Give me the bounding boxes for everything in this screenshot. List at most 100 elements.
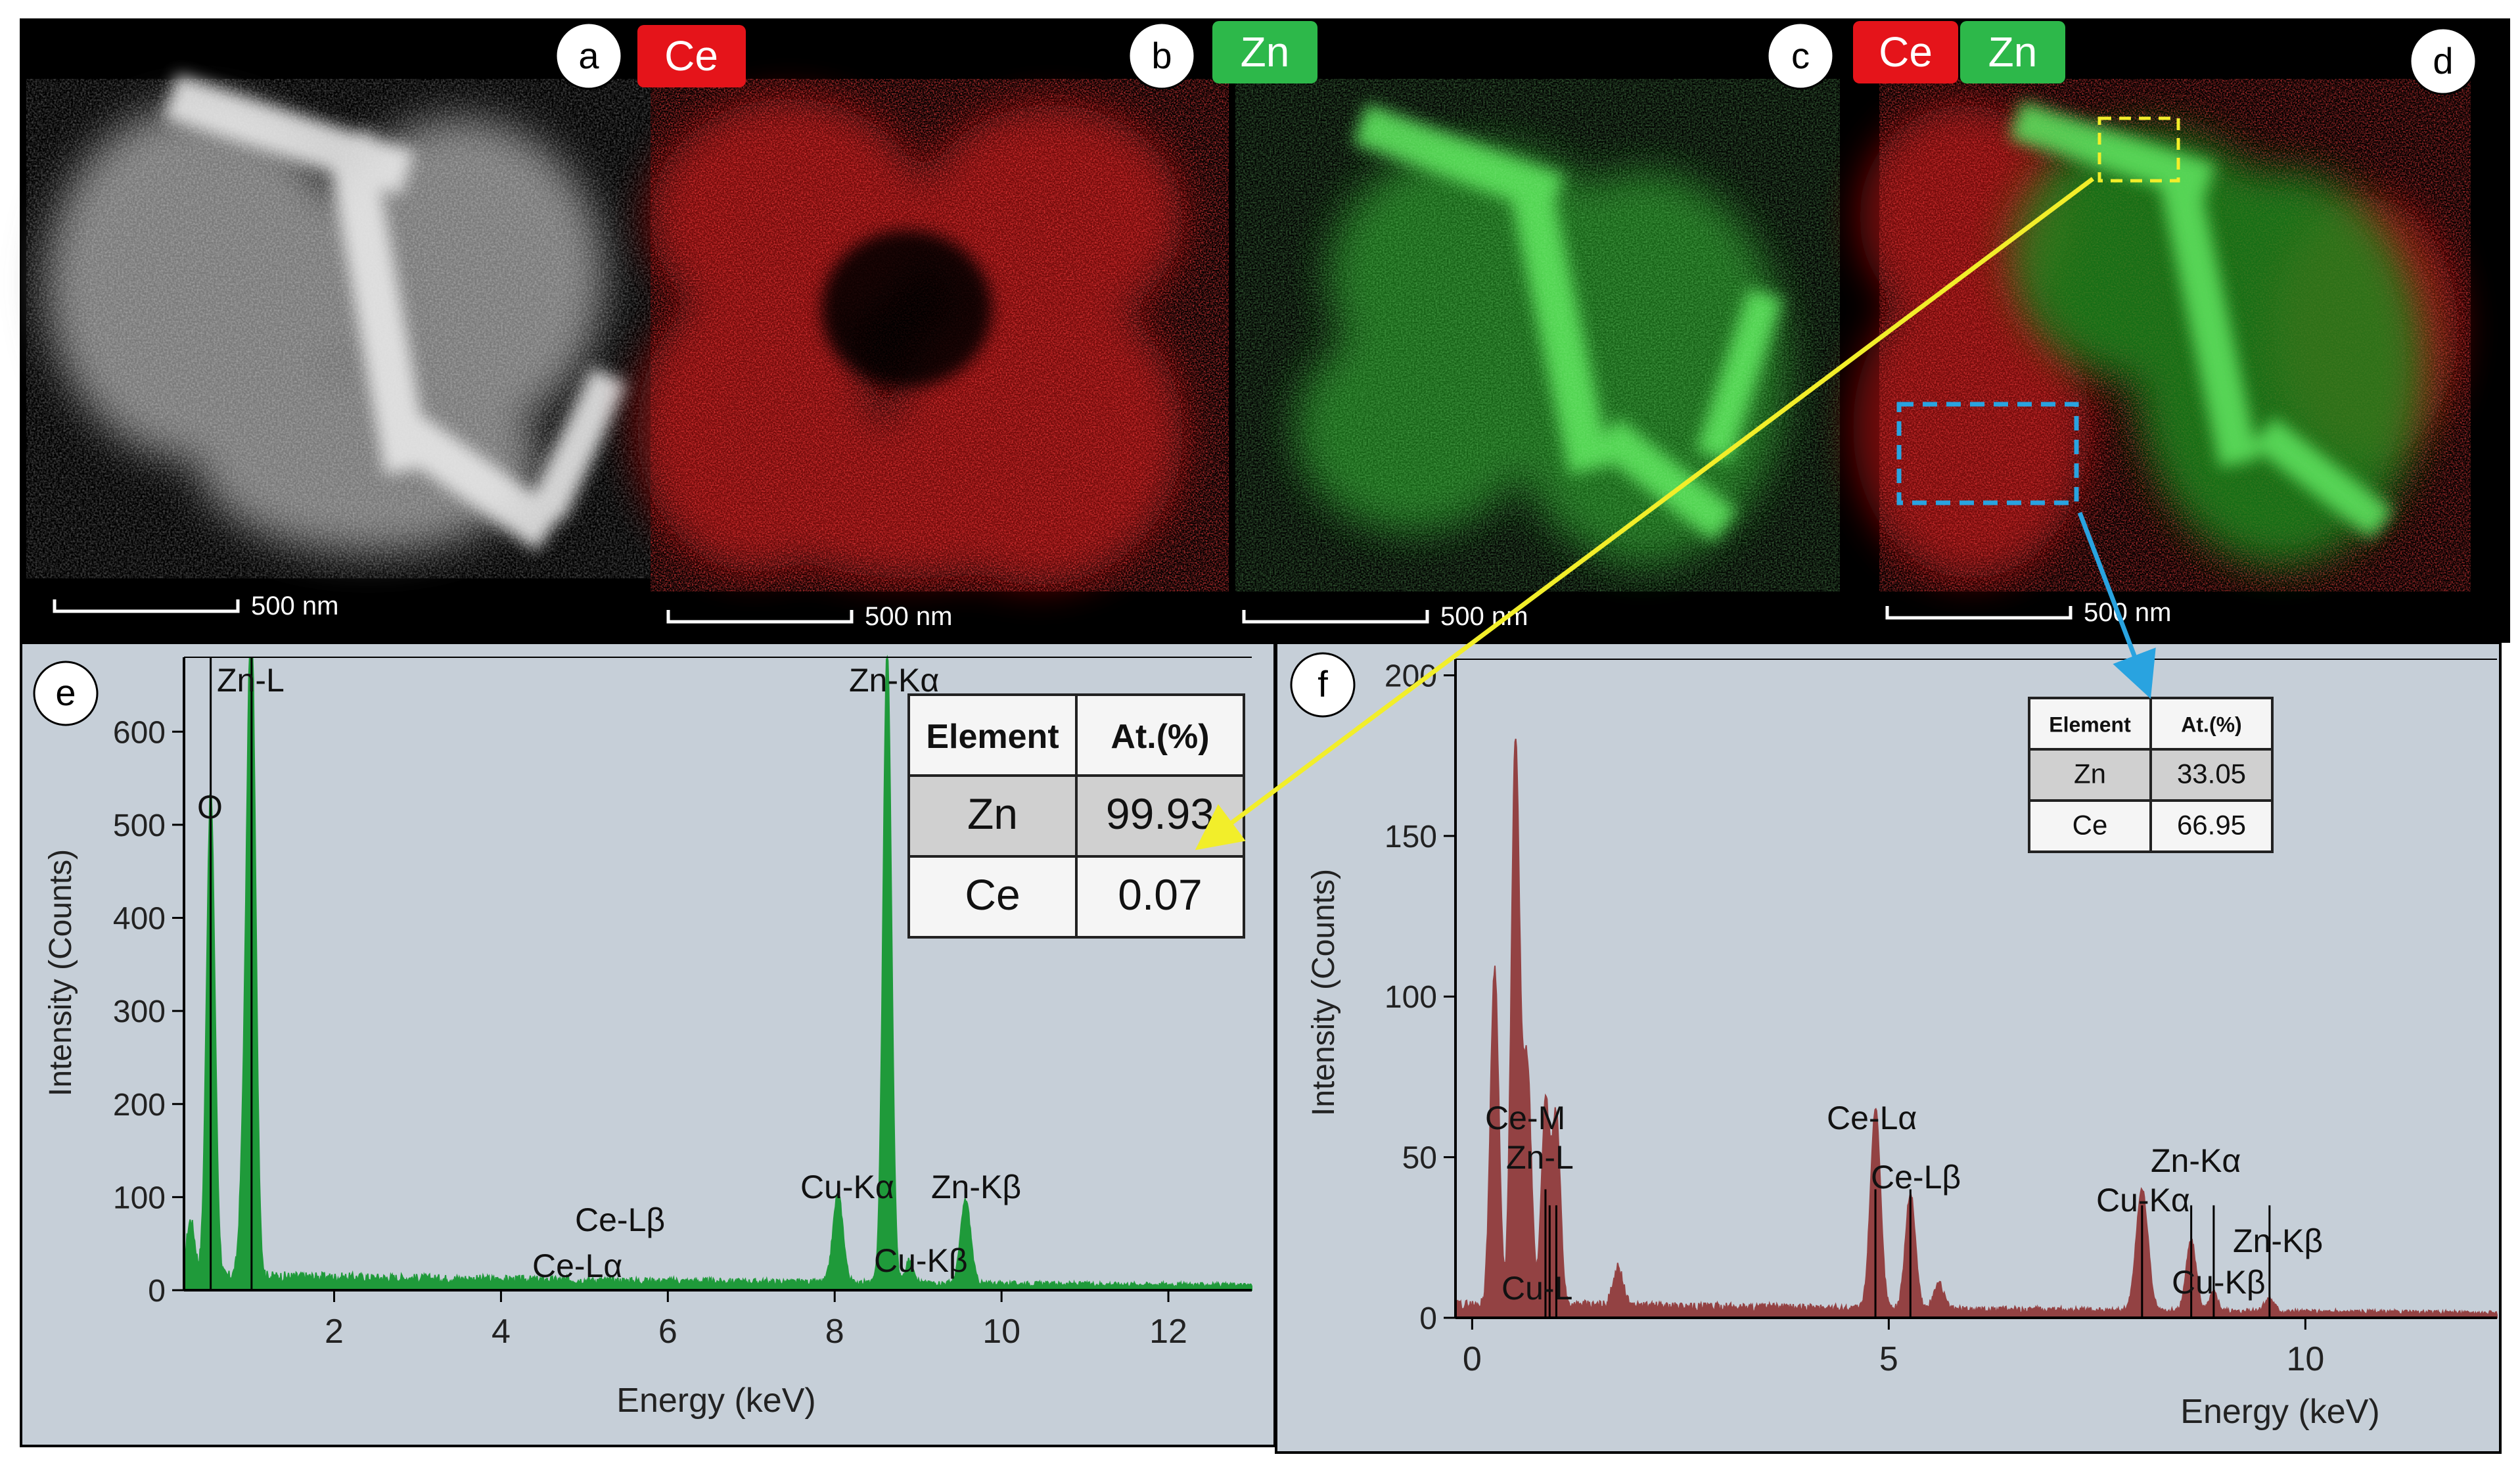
panel-b-ce-map bbox=[637, 79, 1229, 592]
panel-letter-c: c bbox=[1791, 35, 1810, 76]
y-tick-label-e-6: 600 bbox=[113, 715, 166, 750]
panel-letter-a: a bbox=[578, 35, 599, 76]
ce-tag-b bbox=[637, 25, 746, 87]
marker-label-e-2: Ce-Lα bbox=[532, 1247, 622, 1284]
marker-label-e-6: Cu-Kβ bbox=[874, 1242, 968, 1279]
y-tick-label-f-0: 0 bbox=[1419, 1301, 1437, 1336]
table-f-header-1: At.(%) bbox=[2181, 712, 2241, 736]
marker-label-f-3: Ce-Lα bbox=[1827, 1100, 1917, 1136]
composition-table-e: Element At.(%) Zn 99.93 Ce 0.07 bbox=[907, 693, 1245, 939]
panel-d-overlay-map bbox=[1853, 79, 2471, 592]
table-f-value-2-1: 66.95 bbox=[2177, 809, 2246, 840]
scale-text-d: 500 nm bbox=[2084, 598, 2171, 627]
spectrum-f bbox=[1455, 738, 2498, 1318]
marker-label-f-6: Zn-Kα bbox=[2151, 1142, 2241, 1179]
marker-label-e-1: Zn-L bbox=[217, 662, 285, 699]
panel-letter-e: e bbox=[55, 672, 76, 713]
table-e-value-2-0: Ce bbox=[965, 870, 1020, 919]
panel-letter-d: d bbox=[2433, 40, 2453, 82]
table-f-cell-1-0 bbox=[2028, 748, 2152, 802]
marker-label-f-7: Cu-Kβ bbox=[2172, 1264, 2266, 1301]
marker-label-e-3: Ce-Lβ bbox=[575, 1201, 665, 1238]
composition-table-f: Element At.(%) Zn 33.05 Ce 66.95 bbox=[2028, 697, 2274, 853]
x-axis-label-f: Energy (keV) bbox=[2180, 1393, 2379, 1431]
ce-tag-b-text: Ce bbox=[664, 32, 718, 80]
table-e-cell-2-1 bbox=[1075, 855, 1245, 939]
table-e-value-1-1: 99.93 bbox=[1106, 789, 1214, 838]
zn-tag-d bbox=[1960, 21, 2065, 83]
y-tick-label-e-0: 0 bbox=[148, 1274, 166, 1309]
table-e-value-1-0: Zn bbox=[967, 789, 1018, 838]
marker-label-f-5: Cu-Kα bbox=[2096, 1182, 2190, 1219]
table-f-cell-2-0 bbox=[2028, 799, 2152, 853]
panel-letter-d-circle bbox=[2409, 27, 2477, 95]
blue-arrow bbox=[2077, 511, 2156, 699]
ce-tag-d bbox=[1853, 21, 1958, 83]
table-e-cell-0-1 bbox=[1075, 693, 1245, 777]
panel-letter-b-circle bbox=[1128, 22, 1196, 90]
marker-label-e-0: O bbox=[197, 789, 223, 826]
zn-tag-c bbox=[1212, 21, 1317, 83]
marker-label-f-2: Cu-L bbox=[1501, 1270, 1572, 1307]
table-f-header-0: Element bbox=[2049, 712, 2131, 736]
ce-tag-d-text: Ce bbox=[1879, 28, 1933, 76]
x-tick-label-e-5: 12 bbox=[1149, 1313, 1187, 1351]
scale-text-c: 500 nm bbox=[1440, 602, 1528, 631]
x-tick-label-e-1: 4 bbox=[492, 1313, 511, 1351]
marker-label-f-0: Ce-M bbox=[1485, 1100, 1565, 1136]
x-tick-label-e-4: 10 bbox=[982, 1313, 1020, 1351]
zn-tag-c-text: Zn bbox=[1241, 28, 1290, 76]
scale-bars bbox=[53, 599, 2073, 624]
marker-label-f-1: Zn-L bbox=[1506, 1139, 1574, 1176]
panel-c-zn-map bbox=[1235, 79, 1840, 592]
y-tick-label-f-2: 100 bbox=[1385, 980, 1437, 1015]
scale-text-b: 500 nm bbox=[865, 602, 952, 631]
table-e-header-1: At.(%) bbox=[1111, 718, 1209, 756]
x-tick-label-f-1: 5 bbox=[1879, 1340, 1898, 1378]
x-axis-label-e: Energy (keV) bbox=[616, 1382, 815, 1420]
y-tick-label-e-5: 500 bbox=[113, 808, 166, 843]
spectrum-e bbox=[183, 655, 1252, 1291]
zn-tag-d-text: Zn bbox=[1988, 28, 2038, 76]
panel-letter-f: f bbox=[1317, 663, 1328, 705]
y-axis-label-e: Intensity (Counts) bbox=[43, 849, 78, 1096]
table-e-header-0: Element bbox=[926, 718, 1059, 756]
x-tick-label-e-0: 2 bbox=[325, 1313, 344, 1351]
y-axis-label-f: Intensity (Counts) bbox=[1306, 869, 1341, 1116]
panel-a-haadf-image bbox=[26, 74, 651, 578]
table-f-cell-1-1 bbox=[2149, 748, 2274, 802]
panel-f-frame bbox=[1275, 641, 2502, 1454]
y-tick-label-e-4: 400 bbox=[113, 902, 166, 937]
table-e-cell-2-0 bbox=[907, 855, 1078, 939]
table-e-value-2-1: 0.07 bbox=[1118, 870, 1202, 919]
marker-label-e-5: Zn-Kα bbox=[849, 662, 939, 699]
y-tick-label-e-1: 100 bbox=[113, 1180, 166, 1215]
table-f-cell-0-1 bbox=[2149, 697, 2274, 751]
panel-letter-c-circle bbox=[1766, 22, 1835, 90]
x-tick-label-f-0: 0 bbox=[1463, 1340, 1482, 1378]
table-f-value-1-1: 33.05 bbox=[2177, 758, 2246, 789]
y-tick-label-f-3: 150 bbox=[1385, 820, 1437, 854]
marker-label-e-7: Zn-Kβ bbox=[931, 1169, 1021, 1205]
x-tick-label-e-3: 8 bbox=[825, 1313, 844, 1351]
panel-letter-f-circle bbox=[1290, 652, 1356, 718]
marker-label-e-4: Cu-Kα bbox=[800, 1169, 894, 1205]
y-tick-label-f-1: 50 bbox=[1402, 1141, 1437, 1176]
plot-e: 2 4 6 8 10 12 0 100 200 300 400 500 600 Energy (keV) I… bbox=[43, 655, 1252, 1420]
scale-text-a: 500 nm bbox=[251, 592, 338, 620]
table-e-cell-1-0 bbox=[907, 774, 1078, 858]
yellow-arrow bbox=[1195, 177, 2095, 850]
panel-letter-a-circle bbox=[555, 22, 623, 90]
zn-region-box bbox=[2097, 116, 2180, 183]
panel-letter-b: b bbox=[1151, 35, 1172, 76]
table-f-value-2-0: Ce bbox=[2073, 809, 2108, 840]
panel-letter-e-circle bbox=[33, 661, 99, 726]
x-tick-label-f-2: 10 bbox=[2286, 1340, 2324, 1378]
panel-labels: a Ce b Zn c Ce Zn d bbox=[555, 21, 2477, 95]
table-f-value-1-0: Zn bbox=[2074, 758, 2106, 789]
marker-label-f-8: Zn-Kβ bbox=[2233, 1222, 2323, 1259]
y-tick-label-e-3: 300 bbox=[113, 994, 166, 1029]
